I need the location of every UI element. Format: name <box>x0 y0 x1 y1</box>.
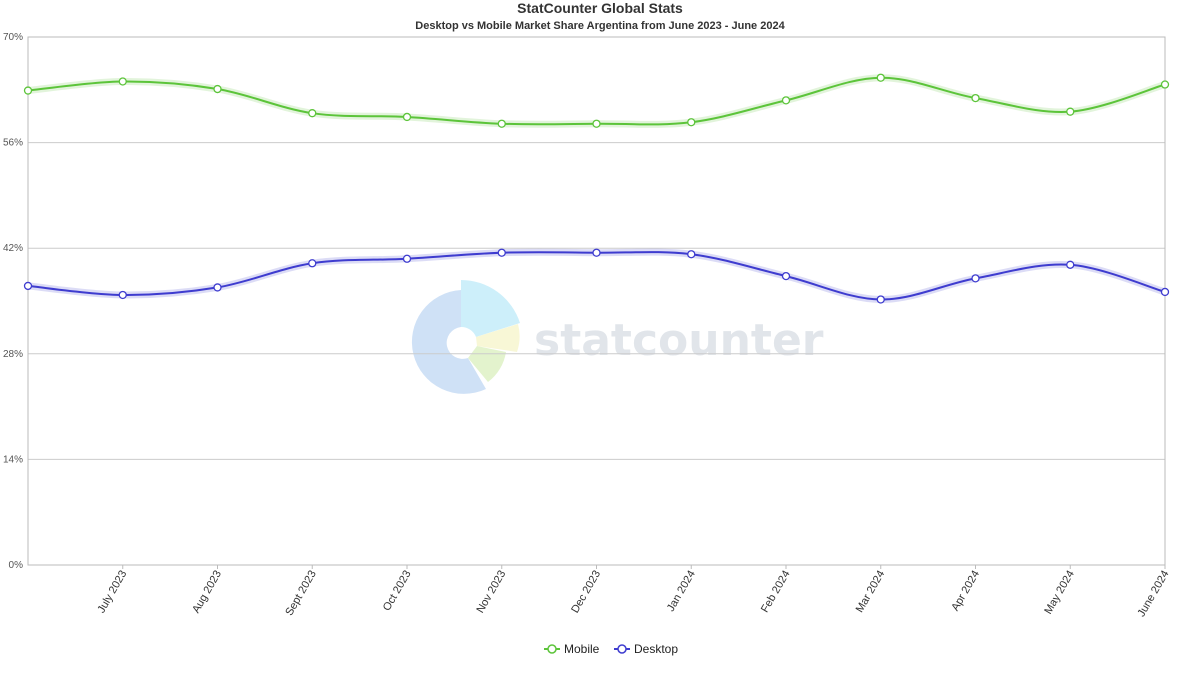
data-point-mobile[interactable] <box>1160 80 1170 89</box>
data-point-desktop[interactable] <box>687 250 696 259</box>
watermark-logo-slice-blue <box>411 290 486 394</box>
y-axis: 0% 14% 28% 42% 56% 70% <box>3 32 23 571</box>
series-desktop <box>23 248 1170 304</box>
chart-title: StatCounter Global Stats <box>517 0 683 16</box>
x-tick-label: Nov 2023 <box>474 569 508 616</box>
data-point-mobile[interactable] <box>781 96 791 105</box>
chart-subtitle: Desktop vs Mobile Market Share Argentina… <box>415 20 785 32</box>
data-point-mobile[interactable] <box>308 109 317 118</box>
y-tick-label: 28% <box>3 349 23 360</box>
y-tick-label: 56% <box>3 138 23 149</box>
data-point-mobile[interactable] <box>497 119 506 128</box>
data-point-desktop[interactable] <box>308 259 317 268</box>
x-tick-label: Oct 2023 <box>381 569 414 614</box>
series-desktop-halo <box>27 248 1167 303</box>
legend: Mobile Desktop <box>544 642 678 656</box>
x-tick-label: Apr 2024 <box>949 569 982 614</box>
series-layer <box>23 73 1170 304</box>
data-point-desktop[interactable] <box>118 290 127 300</box>
data-point-desktop[interactable] <box>1160 287 1170 297</box>
legend-desktop-label: Desktop <box>634 642 678 656</box>
watermark-logo-slice-cyan <box>461 280 520 337</box>
data-point-desktop[interactable] <box>497 248 506 257</box>
x-tick-label: Aug 2023 <box>190 569 224 616</box>
data-point-mobile[interactable] <box>1066 107 1075 116</box>
watermark-logo-slice-green <box>468 346 506 382</box>
statcounter-watermark: statcounter <box>411 280 824 394</box>
y-tick-label: 0% <box>9 560 24 571</box>
data-point-desktop[interactable] <box>971 274 980 283</box>
data-point-mobile[interactable] <box>592 119 601 128</box>
plot-area-border <box>27 36 1166 566</box>
grid <box>28 36 1165 566</box>
data-point-mobile[interactable] <box>971 93 980 103</box>
legend-mobile-marker <box>547 644 557 654</box>
x-tick-label: Mar 2024 <box>854 569 888 615</box>
data-point-desktop[interactable] <box>213 283 222 292</box>
x-tick-label: Feb 2024 <box>759 569 793 615</box>
x-tick-label: July 2023 <box>95 569 129 616</box>
data-point-mobile[interactable] <box>213 84 222 94</box>
y-tick-label: 70% <box>3 32 23 43</box>
x-tick-label: Sept 2023 <box>283 569 318 618</box>
legend-item-mobile[interactable]: Mobile <box>544 642 600 656</box>
data-point-mobile[interactable] <box>402 112 412 122</box>
data-point-mobile[interactable] <box>118 77 127 86</box>
data-point-mobile[interactable] <box>687 118 696 127</box>
y-tick-label: 42% <box>3 243 23 254</box>
x-tick-label: May 2024 <box>1042 569 1077 617</box>
legend-item-desktop[interactable]: Desktop <box>614 642 678 656</box>
legend-desktop-marker <box>617 644 627 654</box>
x-tick-label: June 2024 <box>1136 569 1172 620</box>
x-axis: July 2023 Aug 2023 Sept 2023 Oct 2023 Nov 20… <box>95 565 1172 620</box>
data-point-desktop[interactable] <box>592 248 601 257</box>
series-mobile <box>23 73 1170 128</box>
data-point-desktop[interactable] <box>781 271 791 281</box>
legend-mobile-label: Mobile <box>564 642 600 656</box>
data-point-desktop[interactable] <box>876 295 885 304</box>
data-point-mobile[interactable] <box>23 86 33 95</box>
y-tick-label: 14% <box>3 454 23 465</box>
data-point-desktop[interactable] <box>1066 260 1075 269</box>
watermark-text: statcounter <box>534 315 824 366</box>
watermark-logo-slice-yellow <box>476 324 520 352</box>
data-point-mobile[interactable] <box>876 73 885 82</box>
data-point-desktop[interactable] <box>23 281 33 291</box>
data-point-desktop[interactable] <box>402 254 412 263</box>
x-tick-label: Jan 2024 <box>665 569 698 614</box>
x-tick-label: Dec 2023 <box>569 569 603 616</box>
